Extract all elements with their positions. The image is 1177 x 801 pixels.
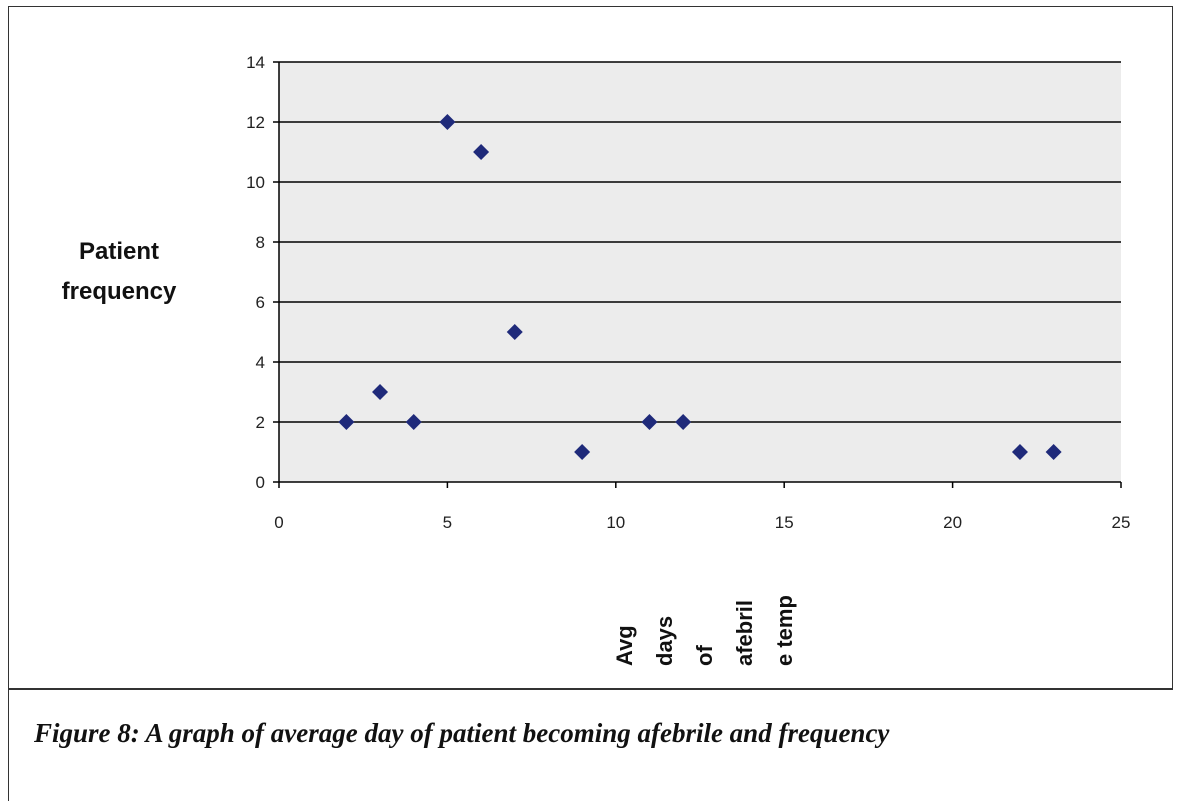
y-tick-label: 6 (256, 293, 265, 312)
chart-frame (8, 6, 1173, 689)
data-point (641, 414, 658, 430)
x-tick-label: 25 (1112, 513, 1131, 532)
data-point (506, 324, 523, 340)
x-axis-label-line: of (692, 645, 717, 666)
caption-frame (8, 689, 1173, 801)
x-tick-label: 15 (775, 513, 794, 532)
y-tick-label: 10 (246, 173, 265, 192)
y-tick-label: 14 (246, 53, 265, 72)
x-tick-label: 5 (443, 513, 452, 532)
data-point (574, 444, 591, 460)
y-axis-label-line: frequency (61, 278, 177, 305)
figure-caption: Figure 8: A graph of average day of pati… (34, 718, 890, 748)
data-point (473, 144, 490, 160)
data-point (675, 414, 692, 430)
data-point (338, 414, 355, 430)
x-axis-label-line: Avg (612, 625, 637, 666)
x-tick-label: 20 (943, 513, 962, 532)
data-point (439, 114, 456, 130)
x-axis-label-line: days (652, 615, 677, 666)
data-point (405, 414, 422, 430)
x-tick-labels: 0 5 10 15 20 25 (274, 513, 1130, 532)
y-tick-label: 8 (256, 233, 265, 252)
x-axis-label-line: afebril (732, 599, 757, 666)
x-axis-label-line: e temp (772, 595, 797, 666)
y-tick-label: 12 (246, 113, 265, 132)
y-tick-label: 0 (256, 473, 265, 492)
plot-area (279, 62, 1121, 482)
x-tick-label: 0 (274, 513, 283, 532)
x-tick-label: 10 (606, 513, 625, 532)
data-point (1045, 444, 1062, 460)
data-point (372, 384, 389, 400)
axes (273, 61, 1122, 488)
y-tick-labels: 0 2 4 6 8 10 12 14 (246, 53, 265, 492)
y-axis-label: Patient frequency (44, 232, 194, 312)
data-points (338, 114, 1062, 460)
y-tick-label: 4 (256, 353, 265, 372)
data-point (1011, 444, 1028, 460)
y-tick-label: 2 (256, 413, 265, 432)
y-axis-label-line: Patient (78, 238, 159, 265)
